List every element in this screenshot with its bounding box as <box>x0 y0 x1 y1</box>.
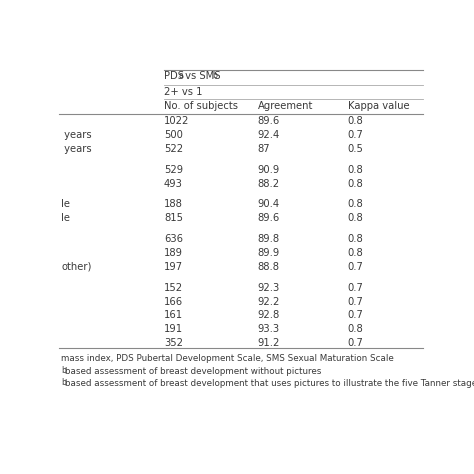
Text: 166: 166 <box>164 297 183 307</box>
Text: 161: 161 <box>164 310 183 320</box>
Text: 92.8: 92.8 <box>258 310 280 320</box>
Text: 197: 197 <box>164 262 183 272</box>
Text: 0.8: 0.8 <box>347 248 364 258</box>
Text: 92.3: 92.3 <box>258 283 280 292</box>
Text: based assessment of breast development without pictures: based assessment of breast development w… <box>65 367 322 376</box>
Text: 93.3: 93.3 <box>258 324 280 334</box>
Text: b: b <box>61 378 66 387</box>
Text: 0.7: 0.7 <box>347 338 364 348</box>
Text: 89.8: 89.8 <box>258 234 280 244</box>
Text: No. of subjects: No. of subjects <box>164 100 238 110</box>
Text: 1022: 1022 <box>164 116 189 126</box>
Text: 89.6: 89.6 <box>258 213 280 223</box>
Text: PDS: PDS <box>164 72 184 82</box>
Text: 189: 189 <box>164 248 183 258</box>
Text: 89.6: 89.6 <box>258 116 280 126</box>
Text: other): other) <box>61 262 91 272</box>
Text: le: le <box>61 213 70 223</box>
Text: 0.7: 0.7 <box>347 283 364 292</box>
Text: 636: 636 <box>164 234 183 244</box>
Text: 91.2: 91.2 <box>258 338 280 348</box>
Text: 188: 188 <box>164 200 183 210</box>
Text: 0.8: 0.8 <box>347 179 364 189</box>
Text: 522: 522 <box>164 144 183 154</box>
Text: 89.9: 89.9 <box>258 248 280 258</box>
Text: 152: 152 <box>164 283 183 292</box>
Text: 90.9: 90.9 <box>258 165 280 175</box>
Text: 0.8: 0.8 <box>347 116 364 126</box>
Text: 0.7: 0.7 <box>347 310 364 320</box>
Text: le: le <box>61 200 70 210</box>
Text: 2+ vs 1: 2+ vs 1 <box>164 87 202 97</box>
Text: 0.7: 0.7 <box>347 130 364 140</box>
Text: 352: 352 <box>164 338 183 348</box>
Text: 500: 500 <box>164 130 183 140</box>
Text: 0.8: 0.8 <box>347 324 364 334</box>
Text: a: a <box>179 71 183 80</box>
Text: 92.4: 92.4 <box>258 130 280 140</box>
Text: 529: 529 <box>164 165 183 175</box>
Text: 191: 191 <box>164 324 183 334</box>
Text: 87: 87 <box>258 144 270 154</box>
Text: 88.2: 88.2 <box>258 179 280 189</box>
Text: 0.5: 0.5 <box>347 144 364 154</box>
Text: years: years <box>61 144 91 154</box>
Text: 0.8: 0.8 <box>347 165 364 175</box>
Text: 493: 493 <box>164 179 183 189</box>
Text: years: years <box>61 130 91 140</box>
Text: 92.2: 92.2 <box>258 297 280 307</box>
Text: 0.7: 0.7 <box>347 297 364 307</box>
Text: 0.8: 0.8 <box>347 213 364 223</box>
Text: 90.4: 90.4 <box>258 200 280 210</box>
Text: 0.8: 0.8 <box>347 200 364 210</box>
Text: b: b <box>61 365 66 374</box>
Text: 0.8: 0.8 <box>347 234 364 244</box>
Text: b: b <box>212 71 217 80</box>
Text: vs SMS: vs SMS <box>182 72 221 82</box>
Text: based assessment of breast development that uses pictures to illustrate the five: based assessment of breast development t… <box>65 379 474 388</box>
Text: Kappa value: Kappa value <box>347 100 409 110</box>
Text: mass index, PDS Pubertal Development Scale, SMS Sexual Maturation Scale: mass index, PDS Pubertal Development Sca… <box>61 354 394 363</box>
Text: 88.8: 88.8 <box>258 262 280 272</box>
Text: 0.7: 0.7 <box>347 262 364 272</box>
Text: Agreement: Agreement <box>258 100 313 110</box>
Text: 815: 815 <box>164 213 183 223</box>
